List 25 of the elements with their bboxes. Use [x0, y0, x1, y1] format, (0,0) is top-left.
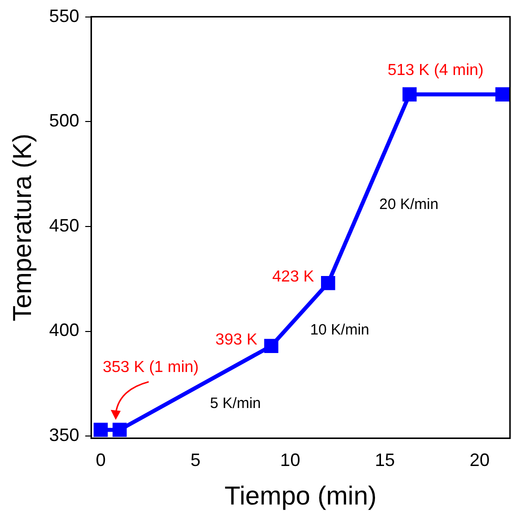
x-axis-title: Tiempo (min) [224, 480, 377, 511]
y-tick-label: 550 [49, 6, 80, 26]
x-tick-label: 20 [470, 450, 490, 470]
y-tick-label: 450 [49, 215, 80, 236]
annotation: 5 K/min [210, 395, 261, 412]
y-axis-title: Temperatura (K) [6, 134, 37, 322]
x-tick-label: 5 [190, 450, 200, 470]
data-label: 393 K [215, 331, 258, 348]
annotation: 20 K/min [379, 196, 438, 213]
point [402, 87, 417, 102]
annotation: 10 K/min [310, 322, 370, 339]
point [94, 422, 108, 437]
data-label: 513 K (4 min) [388, 62, 484, 79]
point [321, 276, 336, 290]
x-tick-label: 10 [280, 450, 300, 470]
data-label: 423 K [272, 268, 314, 286]
point [495, 87, 510, 102]
point [264, 338, 278, 354]
y-tick-label: 400 [49, 320, 80, 340]
x-tick-label: 0 [96, 450, 106, 470]
x-tick-label: 15 [374, 450, 395, 470]
data-label: 353 K (1 min) [102, 359, 199, 376]
point [112, 422, 127, 437]
y-tick-label: 500 [49, 110, 80, 131]
y-tick-label: 350 [49, 425, 80, 446]
